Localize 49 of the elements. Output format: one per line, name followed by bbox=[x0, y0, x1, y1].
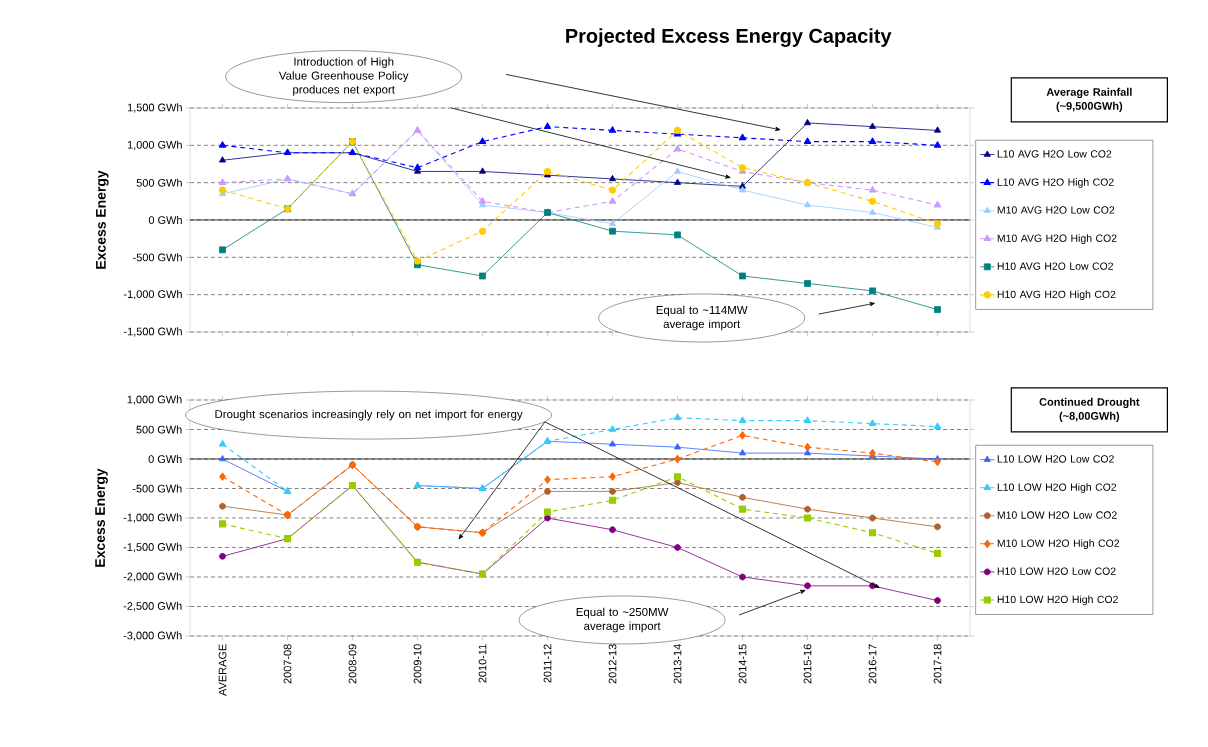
y-tick-label: 500 GWh bbox=[136, 178, 182, 187]
legend-title: Continued Drought (~8,00GWh) bbox=[1039, 397, 1140, 422]
x-tick-label: 2014-15 bbox=[738, 644, 747, 684]
x-tick-label: 2017-18 bbox=[933, 644, 942, 684]
legend-label: H10 LOW H2O Low CO2 bbox=[997, 567, 1116, 575]
legend-label: M10 AVG H2O High CO2 bbox=[997, 234, 1117, 244]
y-tick-label: -2,000 GWh bbox=[123, 572, 182, 582]
legend-label: H10 AVG H2O Low CO2 bbox=[997, 262, 1114, 270]
annotation: Equal to ~114MW average import bbox=[656, 305, 748, 331]
y-tick-label: 1,500 GWh bbox=[127, 103, 182, 113]
annotation: Drought scenarios increasingly rely on net import for energy bbox=[215, 409, 523, 421]
x-tick-label: 2010-11 bbox=[478, 644, 487, 683]
legend-label: M10 LOW H2O High CO2 bbox=[997, 539, 1120, 550]
x-tick-label: 2008-09 bbox=[348, 644, 357, 684]
legend-label: H10 AVG H2O High CO2 bbox=[997, 290, 1116, 301]
y-tick-label: -1,000 GWh bbox=[123, 513, 182, 523]
y-tick-label: 500 GWh bbox=[136, 425, 182, 434]
legend-label: M10 AVG H2O Low CO2 bbox=[997, 206, 1115, 214]
x-tick-label: 2007-08 bbox=[283, 644, 292, 684]
y-tick-label: -2,500 GWh bbox=[123, 601, 182, 612]
legend-label: M10 LOW H2O Low CO2 bbox=[997, 511, 1117, 519]
text: Introduction of High Value Greenhouse Policy produces net export bbox=[278, 57, 409, 96]
y-axis-title: Excess Energy bbox=[96, 170, 109, 269]
x-tick-label: 2012-13 bbox=[608, 644, 617, 684]
x-tick-label: 2016-17 bbox=[868, 644, 877, 684]
y-tick-label: 0 GWh bbox=[148, 454, 182, 464]
legend-label: L10 LOW H2O Low CO2 bbox=[997, 455, 1114, 463]
x-tick-label: 2009-10 bbox=[413, 644, 422, 684]
legend-label: L10 LOW H2O High CO2 bbox=[997, 483, 1117, 493]
y-tick-label: -500 GWh bbox=[132, 484, 182, 493]
x-tick-label: AVERAGE bbox=[218, 644, 227, 696]
x-tick-label: 2015-16 bbox=[803, 644, 812, 684]
y-tick-label: 1,000 GWh bbox=[127, 395, 182, 405]
y-tick-label: -3,000 GWh bbox=[123, 631, 182, 641]
legend-label: L10 AVG H2O High CO2 bbox=[997, 178, 1114, 188]
chart-title: Projected Excess Energy Capacity bbox=[566, 28, 892, 47]
y-tick-label: 0 GWh bbox=[148, 215, 182, 225]
y-axis-title: Excess Energy bbox=[95, 468, 108, 567]
legend-label: L10 AVG H2O Low CO2 bbox=[997, 150, 1112, 158]
y-tick-label: -1,500 GWh bbox=[123, 327, 182, 337]
legend-title: Average Rainfall (~9,500GWh) bbox=[1046, 87, 1132, 112]
x-tick-label: 2011-12 bbox=[543, 644, 552, 683]
y-tick-label: -1,000 GWh bbox=[123, 289, 182, 300]
legend-label: H10 LOW H2O High CO2 bbox=[997, 595, 1118, 606]
y-tick-label: -500 GWh bbox=[133, 253, 182, 262]
x-tick-label: 2013-14 bbox=[673, 644, 682, 684]
y-tick-label: 1,000 GWh bbox=[127, 140, 182, 150]
y-tick-label: -1,500 GWh bbox=[123, 542, 182, 553]
annotation: Equal to ~250MW average import bbox=[576, 607, 669, 633]
